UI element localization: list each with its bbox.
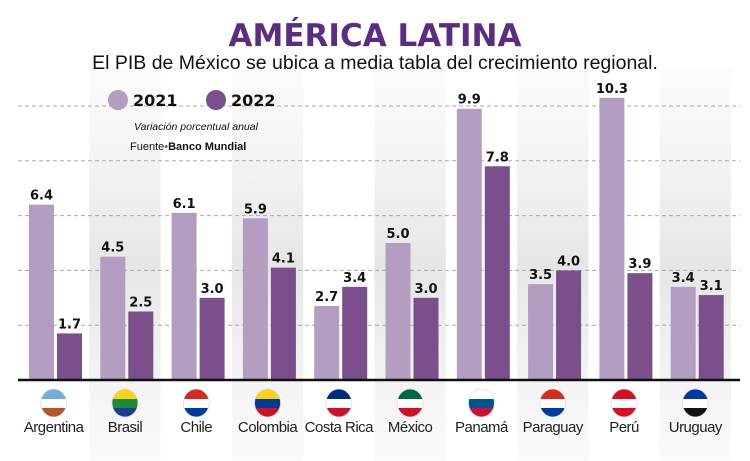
data-label: 4.0	[557, 254, 580, 269]
data-label: 1.7	[58, 317, 81, 332]
bar-2022-brasil	[128, 311, 154, 380]
data-label: 2.5	[129, 296, 152, 311]
category-label: Costa Rica	[305, 419, 375, 436]
data-label: 3.9	[628, 257, 651, 272]
data-label: 9.9	[458, 93, 481, 108]
bar-2021-brasil	[100, 256, 126, 380]
bar-2021-costa-rica	[314, 306, 340, 380]
category-label: Perú	[609, 419, 639, 436]
category-label: Argentina	[24, 419, 85, 436]
costa-rica-flag-icon	[325, 388, 353, 418]
data-label: 3.0	[414, 282, 437, 297]
data-label: 3.5	[529, 268, 552, 283]
data-label: 3.1	[700, 279, 723, 294]
category-label: Paraguay	[523, 419, 584, 436]
uruguay-flag-icon	[681, 388, 709, 418]
panama-flag-icon	[468, 388, 495, 418]
bar-2022-perú	[627, 273, 653, 380]
bar-2021-paraguay	[528, 284, 554, 380]
category-label: Colombia	[238, 419, 299, 436]
data-label: 3.4	[672, 271, 695, 286]
data-label: 2.7	[315, 290, 338, 305]
chart-source: Fuente•Banco Mundial	[130, 141, 246, 153]
bar-2022-argentina	[57, 333, 82, 380]
bar-2021-colombia	[242, 218, 268, 380]
bar-2022-méxico	[413, 297, 439, 380]
bar-2021-chile	[171, 212, 197, 380]
chart-subtitle: El PIB de México se ubica a media tabla …	[92, 52, 658, 74]
bar-2022-costa-rica	[342, 286, 368, 380]
data-label: 10.3	[596, 82, 628, 97]
legend-swatch-2022	[206, 90, 226, 110]
legend-label-2021: 2021	[133, 91, 178, 110]
data-label: 5.0	[386, 227, 409, 242]
chart-title: AMÉRICA LATINA	[229, 18, 522, 54]
category-label: Uruguay	[669, 419, 723, 436]
colombia-flag-icon	[254, 388, 281, 418]
category-label: México	[388, 419, 433, 436]
bar-2022-paraguay	[556, 270, 582, 380]
argentina-flag-icon	[40, 388, 68, 418]
bar-2022-uruguay	[698, 295, 724, 380]
bar-2022-panamá	[484, 166, 510, 380]
category-label: Chile	[180, 419, 212, 436]
mexico-flag-icon	[396, 388, 424, 418]
data-label: 6.4	[30, 189, 53, 204]
category-label: Brasil	[108, 419, 143, 436]
data-label: 6.1	[173, 197, 196, 212]
source-name: Banco Mundial	[168, 141, 246, 153]
bar-2021-méxico	[385, 243, 411, 380]
data-label: 3.0	[201, 282, 224, 297]
data-label: 4.5	[101, 241, 124, 256]
data-label: 7.8	[486, 150, 509, 165]
data-label: 5.9	[244, 202, 267, 217]
bar-2021-uruguay	[670, 286, 696, 380]
chart-note: Variación porcentual anual	[134, 121, 259, 133]
source-label: Fuente	[130, 141, 164, 153]
data-label: 3.4	[343, 271, 366, 286]
brazil-flag-icon	[111, 388, 139, 418]
chile-flag-icon	[182, 388, 210, 418]
data-label: 4.1	[272, 252, 295, 267]
legend-swatch-2021	[108, 90, 128, 110]
bar-2021-perú	[599, 97, 625, 380]
bar-2022-chile	[199, 297, 225, 380]
peru-flag-icon	[610, 388, 638, 418]
paraguay-flag-icon	[539, 388, 567, 418]
category-label: Panamá	[455, 419, 509, 436]
bar-2022-colombia	[270, 267, 296, 380]
bar-2021-panamá	[456, 108, 482, 381]
legend-label-2022: 2022	[231, 91, 276, 110]
bar-2021-argentina	[29, 204, 54, 380]
